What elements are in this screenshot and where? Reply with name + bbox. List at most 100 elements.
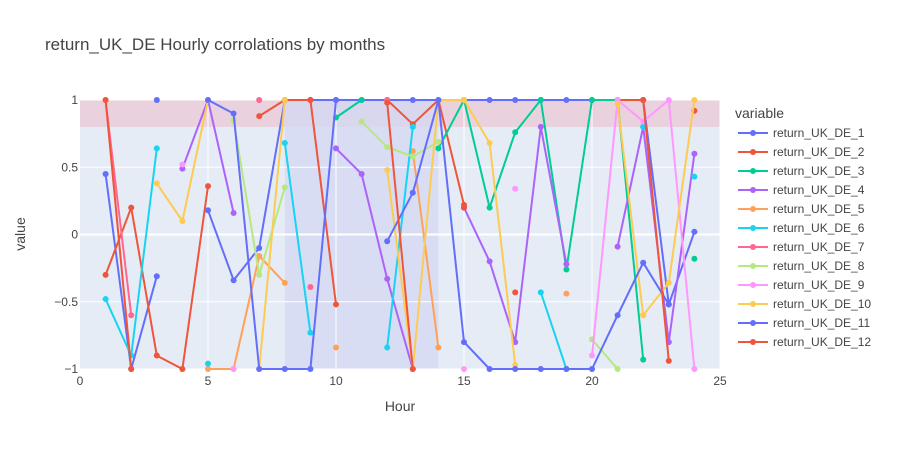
data-point-1-3[interactable] bbox=[153, 273, 160, 280]
data-point-4-24[interactable] bbox=[691, 150, 698, 157]
data-point-12-9[interactable] bbox=[307, 97, 314, 103]
data-point-9-6[interactable] bbox=[230, 366, 237, 372]
data-point-3-16[interactable] bbox=[486, 204, 493, 211]
data-point-5-8[interactable] bbox=[281, 279, 288, 286]
series-return_UK_DE_2[interactable] bbox=[102, 97, 698, 372]
data-point-11-3[interactable] bbox=[153, 97, 160, 103]
data-point-6-5[interactable] bbox=[205, 360, 211, 367]
data-point-4-10[interactable] bbox=[333, 145, 339, 152]
data-point-2-17[interactable] bbox=[512, 289, 519, 296]
data-point-8-11[interactable] bbox=[358, 118, 365, 125]
data-point-12-22[interactable] bbox=[640, 97, 647, 103]
data-point-1-1[interactable] bbox=[102, 170, 109, 177]
legend-item-8[interactable]: return_UK_DE_8 bbox=[738, 259, 865, 273]
data-point-6-13[interactable] bbox=[409, 123, 416, 130]
data-point-10-24[interactable] bbox=[691, 97, 698, 103]
data-point-10-21[interactable] bbox=[614, 101, 621, 108]
data-point-6-24[interactable] bbox=[691, 173, 698, 180]
data-point-6-18[interactable] bbox=[537, 289, 544, 296]
data-point-8-14[interactable] bbox=[435, 138, 442, 145]
legend-item-7[interactable]: return_UK_DE_7 bbox=[738, 240, 865, 254]
data-point-11-14[interactable] bbox=[435, 97, 442, 103]
data-point-6-9[interactable] bbox=[307, 329, 314, 336]
data-point-2-3[interactable] bbox=[153, 352, 160, 359]
data-point-9-17[interactable] bbox=[512, 185, 519, 192]
series-return_UK_DE_12[interactable] bbox=[102, 97, 672, 372]
data-point-3-17[interactable] bbox=[512, 129, 519, 136]
data-point-6-8[interactable] bbox=[281, 140, 288, 147]
data-point-3-24[interactable] bbox=[691, 255, 698, 262]
data-point-10-22[interactable] bbox=[640, 312, 647, 319]
data-point-4-11[interactable] bbox=[358, 170, 365, 177]
data-point-12-2[interactable] bbox=[128, 366, 135, 372]
data-point-9-24[interactable] bbox=[691, 366, 698, 372]
data-point-9-23[interactable] bbox=[665, 97, 672, 103]
data-point-3-19[interactable] bbox=[563, 266, 570, 273]
legend-item-10[interactable]: return_UK_DE_10 bbox=[738, 297, 871, 311]
data-point-6-12[interactable] bbox=[384, 344, 391, 351]
data-point-10-15[interactable] bbox=[461, 97, 467, 103]
data-point-1-17[interactable] bbox=[512, 97, 519, 103]
legend-item-12[interactable]: return_UK_DE_12 bbox=[738, 335, 871, 349]
data-point-1-5[interactable] bbox=[205, 207, 211, 214]
data-point-4-21[interactable] bbox=[614, 243, 621, 250]
data-point-4-12[interactable] bbox=[384, 275, 391, 282]
legend-item-2[interactable]: return_UK_DE_2 bbox=[738, 145, 865, 159]
data-point-11-6[interactable] bbox=[230, 110, 237, 117]
data-point-7-2[interactable] bbox=[128, 312, 135, 319]
data-point-6-3[interactable] bbox=[153, 145, 160, 152]
data-point-11-19[interactable] bbox=[563, 366, 570, 372]
legend-item-5[interactable]: return_UK_DE_5 bbox=[738, 202, 865, 216]
data-point-11-5[interactable] bbox=[205, 97, 211, 103]
legend-item-1[interactable]: return_UK_DE_1 bbox=[738, 126, 865, 140]
data-point-1-16[interactable] bbox=[486, 97, 493, 103]
data-point-10-4[interactable] bbox=[179, 218, 186, 225]
data-point-2-1[interactable] bbox=[102, 271, 109, 278]
data-point-4-18[interactable] bbox=[537, 123, 544, 130]
data-point-11-18[interactable] bbox=[537, 366, 544, 372]
data-point-11-17[interactable] bbox=[512, 366, 519, 372]
data-point-1-24[interactable] bbox=[691, 228, 698, 235]
data-point-5-13[interactable] bbox=[409, 148, 416, 155]
data-point-3-11[interactable] bbox=[358, 97, 365, 103]
data-point-9-20[interactable] bbox=[589, 352, 595, 359]
legend-item-4[interactable]: return_UK_DE_4 bbox=[738, 183, 865, 197]
data-point-8-7[interactable] bbox=[256, 271, 263, 278]
data-point-3-20[interactable] bbox=[589, 97, 595, 103]
data-point-4-16[interactable] bbox=[486, 258, 493, 265]
data-point-11-16[interactable] bbox=[486, 366, 493, 372]
data-point-5-7[interactable] bbox=[256, 253, 263, 260]
data-point-11-12[interactable] bbox=[384, 238, 391, 245]
data-point-4-6[interactable] bbox=[230, 209, 237, 216]
data-point-11-10[interactable] bbox=[333, 97, 339, 103]
data-point-2-2[interactable] bbox=[128, 204, 135, 211]
data-point-1-7[interactable] bbox=[256, 244, 263, 251]
data-point-3-22[interactable] bbox=[640, 356, 647, 363]
legend-item-6[interactable]: return_UK_DE_6 bbox=[738, 221, 865, 235]
data-point-11-9[interactable] bbox=[307, 366, 314, 372]
data-point-11-21[interactable] bbox=[614, 312, 621, 319]
legend-item-3[interactable]: return_UK_DE_3 bbox=[738, 164, 865, 178]
data-point-10-3[interactable] bbox=[153, 180, 160, 187]
data-point-4-19[interactable] bbox=[563, 261, 570, 268]
data-point-11-13[interactable] bbox=[409, 189, 416, 196]
data-point-5-5[interactable] bbox=[205, 366, 211, 372]
data-point-8-8[interactable] bbox=[281, 184, 288, 191]
legend-item-9[interactable]: return_UK_DE_9 bbox=[738, 278, 865, 292]
data-point-5-19[interactable] bbox=[563, 290, 570, 297]
series-return_UK_DE_9[interactable] bbox=[179, 97, 698, 372]
data-point-11-8[interactable] bbox=[281, 366, 288, 372]
data-point-9-4[interactable] bbox=[179, 161, 186, 168]
legend[interactable]: variable return_UK_DE_1 return_UK_DE_2ret… bbox=[735, 105, 871, 349]
data-point-11-23[interactable] bbox=[665, 301, 672, 308]
data-point-2-5[interactable] bbox=[205, 183, 211, 190]
data-point-1-6[interactable] bbox=[230, 277, 237, 284]
data-point-11-20[interactable] bbox=[589, 366, 595, 372]
data-point-9-15[interactable] bbox=[461, 366, 467, 372]
data-point-7-7[interactable] bbox=[256, 97, 263, 103]
data-point-6-1[interactable] bbox=[102, 296, 109, 303]
data-point-10-8[interactable] bbox=[281, 97, 288, 103]
data-point-12-12[interactable] bbox=[384, 99, 391, 106]
data-point-5-14[interactable] bbox=[435, 344, 442, 351]
data-point-8-21[interactable] bbox=[614, 366, 621, 372]
